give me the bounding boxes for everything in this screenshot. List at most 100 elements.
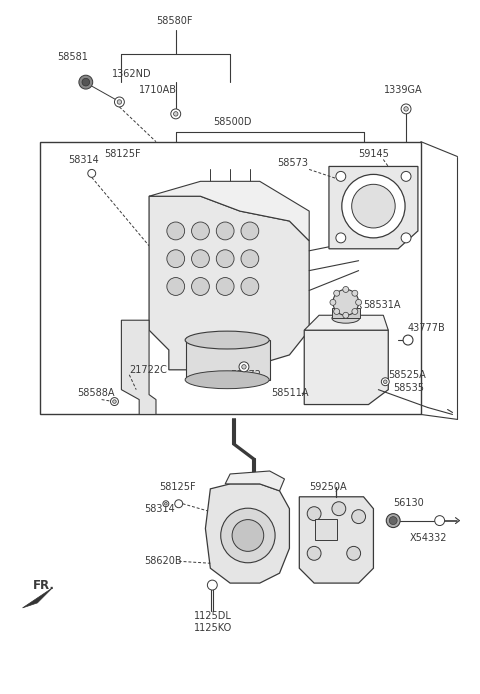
Text: 58573: 58573 <box>277 158 309 169</box>
Circle shape <box>352 185 395 228</box>
Circle shape <box>171 109 180 119</box>
Text: 58500D: 58500D <box>213 117 252 127</box>
Circle shape <box>332 502 346 516</box>
Text: 58588A: 58588A <box>77 388 114 398</box>
Circle shape <box>307 507 321 520</box>
Circle shape <box>343 312 349 319</box>
Circle shape <box>381 378 389 386</box>
Polygon shape <box>149 181 309 241</box>
Bar <box>315 518 337 541</box>
Circle shape <box>386 514 400 527</box>
Circle shape <box>347 546 360 560</box>
Polygon shape <box>332 308 360 319</box>
Polygon shape <box>205 484 289 583</box>
Text: 58314: 58314 <box>144 504 175 514</box>
Circle shape <box>167 250 185 268</box>
Circle shape <box>175 500 183 508</box>
Text: 58620B: 58620B <box>144 557 182 566</box>
Bar <box>40 142 421 414</box>
Text: 43777B: 43777B <box>408 323 446 333</box>
Polygon shape <box>149 196 309 370</box>
Polygon shape <box>304 330 388 405</box>
Text: 56130: 56130 <box>393 498 424 508</box>
Text: 58535: 58535 <box>393 382 424 393</box>
Text: 21722C: 21722C <box>129 365 167 375</box>
Text: 58511A: 58511A <box>272 388 309 398</box>
Circle shape <box>384 380 387 384</box>
Circle shape <box>389 516 397 525</box>
Text: 58525A: 58525A <box>388 370 426 380</box>
Polygon shape <box>329 167 418 248</box>
Circle shape <box>117 100 121 104</box>
Circle shape <box>110 398 119 405</box>
Circle shape <box>330 299 336 305</box>
Text: 1339GA: 1339GA <box>384 85 423 95</box>
Ellipse shape <box>232 520 264 551</box>
Text: FR.: FR. <box>33 579 54 591</box>
Circle shape <box>113 400 116 403</box>
Ellipse shape <box>221 508 275 563</box>
Circle shape <box>352 309 358 314</box>
Text: 58581: 58581 <box>57 52 88 62</box>
Circle shape <box>342 174 405 238</box>
Circle shape <box>334 290 340 296</box>
Circle shape <box>88 169 96 178</box>
Circle shape <box>334 309 340 314</box>
Circle shape <box>336 233 346 243</box>
Circle shape <box>216 278 234 296</box>
Text: 58672: 58672 <box>230 370 261 380</box>
Circle shape <box>114 97 124 107</box>
Circle shape <box>163 501 169 507</box>
Circle shape <box>343 287 349 292</box>
Circle shape <box>79 75 93 89</box>
Text: 1125DL: 1125DL <box>194 611 232 621</box>
Circle shape <box>241 278 259 296</box>
Polygon shape <box>225 471 285 491</box>
Circle shape <box>239 362 249 372</box>
Polygon shape <box>300 497 373 583</box>
Circle shape <box>242 364 246 369</box>
Text: 58531A: 58531A <box>363 301 401 310</box>
Polygon shape <box>186 340 270 380</box>
Circle shape <box>404 107 408 111</box>
Circle shape <box>216 250 234 268</box>
Circle shape <box>165 502 167 505</box>
Circle shape <box>403 335 413 345</box>
Text: 58125F: 58125F <box>105 149 141 158</box>
Ellipse shape <box>185 331 269 349</box>
Ellipse shape <box>332 313 360 323</box>
Circle shape <box>207 580 217 590</box>
Circle shape <box>435 516 444 525</box>
Text: 58580F: 58580F <box>156 16 192 26</box>
Circle shape <box>82 78 90 86</box>
Text: 1125KO: 1125KO <box>194 623 232 633</box>
Text: X54332: X54332 <box>410 534 447 543</box>
Circle shape <box>241 250 259 268</box>
Circle shape <box>174 112 178 116</box>
Circle shape <box>401 104 411 114</box>
Circle shape <box>401 171 411 181</box>
Circle shape <box>352 509 366 523</box>
Circle shape <box>356 299 361 305</box>
Text: 58314: 58314 <box>68 155 99 164</box>
Circle shape <box>192 250 209 268</box>
Circle shape <box>333 289 359 315</box>
Ellipse shape <box>185 371 269 389</box>
Circle shape <box>241 222 259 240</box>
Text: 1362ND: 1362ND <box>111 69 151 79</box>
Circle shape <box>192 222 209 240</box>
Circle shape <box>216 222 234 240</box>
Text: 1710AB: 1710AB <box>139 85 177 95</box>
Circle shape <box>352 290 358 296</box>
Polygon shape <box>23 588 52 608</box>
Circle shape <box>307 546 321 560</box>
Circle shape <box>167 278 185 296</box>
Text: 58125F: 58125F <box>159 482 195 492</box>
Circle shape <box>401 233 411 243</box>
Polygon shape <box>304 315 388 330</box>
Circle shape <box>167 222 185 240</box>
Circle shape <box>192 278 209 296</box>
Circle shape <box>336 171 346 181</box>
Polygon shape <box>121 320 156 414</box>
Text: 59145: 59145 <box>359 149 389 158</box>
